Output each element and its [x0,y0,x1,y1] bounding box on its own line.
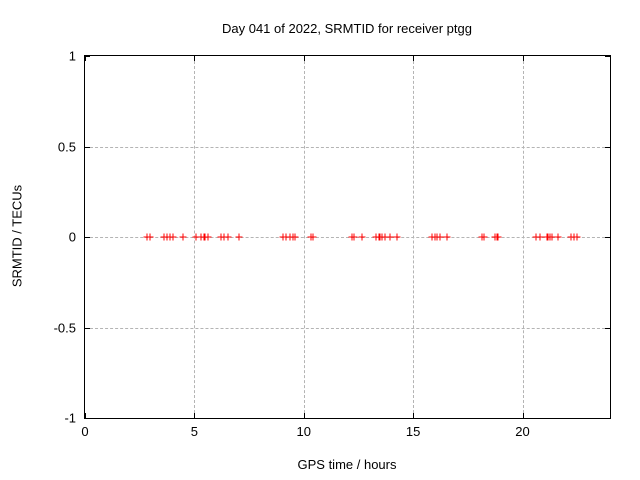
y-gridline [85,237,610,238]
x-tick-mark [85,413,86,418]
y-tick-label: -0.5 [53,320,76,335]
y-tick-mark [85,56,90,57]
data-point-marker [217,233,225,241]
x-tick-mark [194,413,196,418]
y-tick-mark [85,327,90,329]
x-tick-label: 15 [405,424,421,439]
data-point-marker [204,233,212,241]
data-point-marker [480,233,488,241]
data-point-marker [358,233,366,241]
x-axis-label: GPS time / hours [297,457,397,472]
x-tick-label: 0 [81,424,89,439]
y-tick-mark [85,418,90,419]
data-point-marker [554,233,561,241]
x-tick-label: 5 [190,424,198,439]
chart-title: Day 041 of 2022, SRMTID for receiver ptg… [221,21,472,36]
data-point-marker [192,233,200,241]
plot-area: 0 5 10 15 20 1 0.5 0 -0.5 -1 [54,49,611,439]
x-tick-mark [303,413,305,418]
y-tick-mark [605,327,610,329]
y-tick-mark [85,146,90,148]
y-gridline [85,146,610,148]
data-point-marker [436,233,444,241]
y-tick-label: 0 [68,229,76,245]
data-point-marker [279,233,287,241]
data-point-marker [291,233,299,241]
data-point-marker [350,233,358,241]
data-point-marker [573,233,581,241]
x-tick-label: 20 [515,424,530,439]
x-tick-mark [522,56,524,61]
data-point-marker [548,233,556,241]
data-point-marker [494,233,502,241]
data-point-marker [169,233,177,241]
y-tick-mark [605,237,610,238]
y-tick-mark [605,146,610,148]
data-point-marker [235,233,243,241]
data-point-marker [179,233,187,241]
data-point-marker [393,233,401,241]
y-gridline [85,327,610,329]
data-point-marker [443,233,451,241]
x-tick-label: 10 [296,424,311,439]
y-tick-mark [605,56,610,57]
y-tick-label: -1 [64,410,76,426]
x-tick-mark [85,56,86,61]
x-tick-mark [413,413,415,418]
data-point-marker [146,233,154,241]
y-tick-mark [605,418,610,419]
data-point-marker [536,233,544,241]
x-tick-mark [303,56,305,61]
x-tick-mark [413,56,415,61]
data-point-marker [386,233,394,241]
y-axis-label: SRMTID / TECUs [9,184,25,288]
y-tick-label: 1 [68,48,76,64]
data-point-marker [224,233,232,241]
y-tick-label: 0.5 [57,139,76,154]
y-tick-mark [85,237,90,238]
data-point-marker [381,233,389,241]
data-point-marker [309,233,317,241]
x-tick-mark [194,56,196,61]
x-tick-mark [522,413,524,418]
data-point-marker [532,233,540,241]
